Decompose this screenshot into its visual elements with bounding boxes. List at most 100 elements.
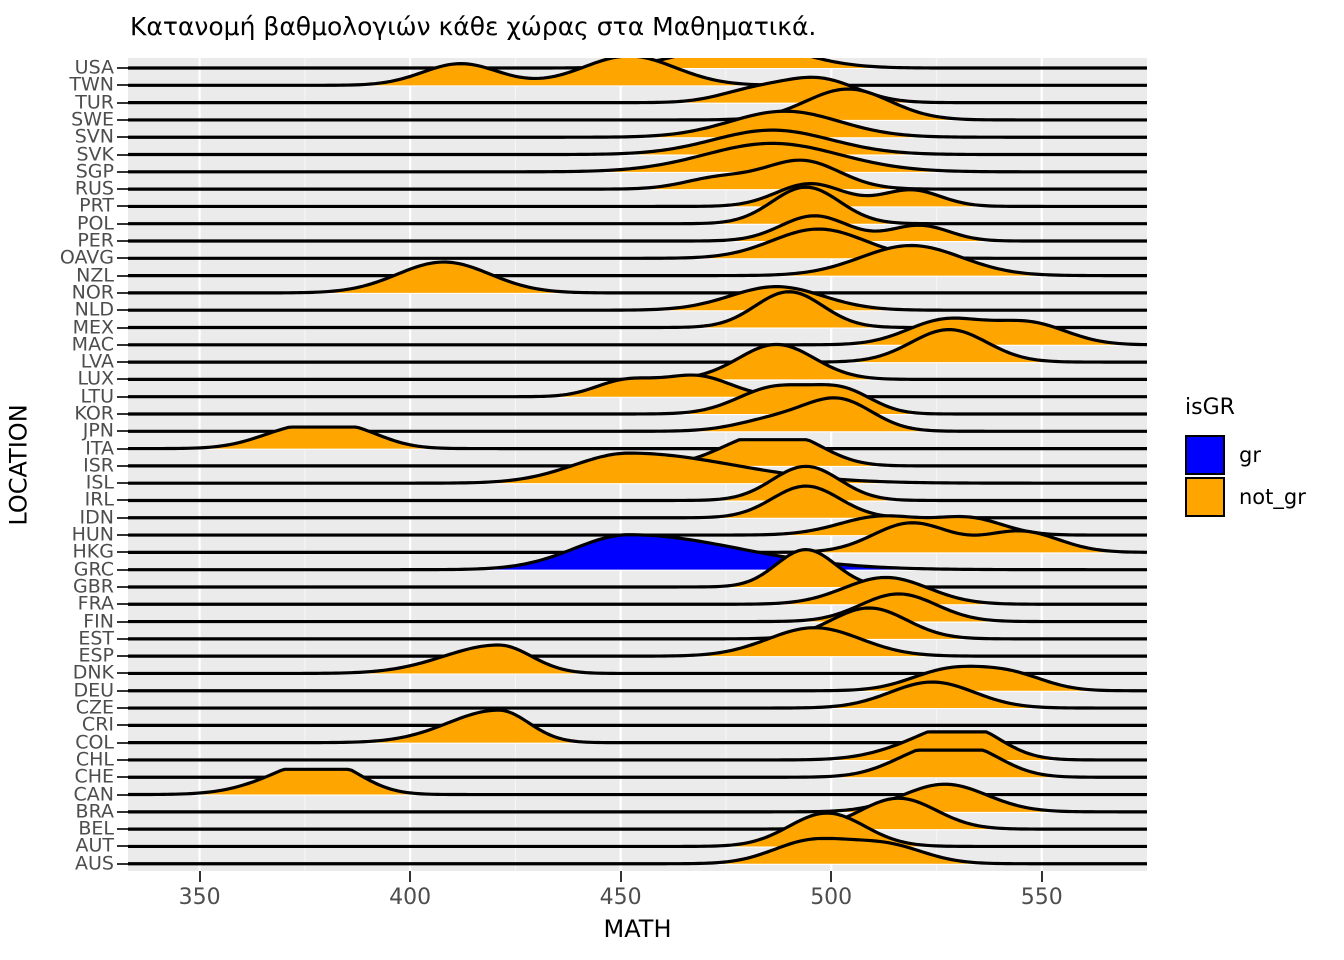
y-tick-mark xyxy=(117,810,128,813)
y-tick-label-est: EST xyxy=(78,627,114,650)
ridge-area-aus xyxy=(128,838,1147,864)
y-tick-label-col: COL xyxy=(75,731,114,754)
y-tick-mark xyxy=(117,205,128,208)
y-tick-label-chl: CHL xyxy=(75,748,114,771)
ridge-area-che xyxy=(128,750,1147,778)
ridge-line-twn xyxy=(128,58,1147,87)
y-tick-mark xyxy=(117,828,128,831)
y-tick-label-prt: PRT xyxy=(79,194,114,217)
y-tick-label-isl: ISL xyxy=(85,471,114,494)
ridge-line-fra xyxy=(128,575,1147,606)
y-tick-label-cri: CRI xyxy=(81,713,114,736)
y-tick-mark xyxy=(117,343,128,346)
ridge-area-cze xyxy=(128,682,1147,709)
y-tick-mark xyxy=(117,516,128,519)
ridge-area-bel xyxy=(128,798,1147,830)
y-tick-label-aut: AUT xyxy=(75,834,114,857)
ridge-line-bel xyxy=(128,796,1147,831)
y-tick-mark xyxy=(117,118,128,121)
ridge-line-cze xyxy=(128,680,1147,710)
ridge-line-ita xyxy=(128,425,1147,451)
ridge-area-ltu xyxy=(128,375,1147,397)
y-tick-label-deu: DEU xyxy=(73,679,114,702)
ridge-line-isl xyxy=(128,451,1147,485)
ridge-line-bra xyxy=(128,782,1147,814)
ridge-area-chl xyxy=(128,731,1147,760)
x-tick-mark xyxy=(619,871,622,882)
y-tick-mark xyxy=(117,361,128,364)
y-tick-mark xyxy=(117,620,128,623)
y-tick-mark xyxy=(117,707,128,710)
ridge-area-rus xyxy=(128,160,1147,190)
ridge-line-chl xyxy=(128,730,1147,762)
ridge-area-mac xyxy=(128,318,1147,345)
y-tick-mark xyxy=(117,672,128,675)
y-tick-label-nor: NOR xyxy=(71,281,114,304)
y-tick-label-oavg: OAVG xyxy=(59,246,114,269)
ridge-line-nzl xyxy=(128,243,1147,278)
page-title: Κατανομή βαθμολογιών κάθε χώρας στα Μαθη… xyxy=(130,12,817,41)
ridge-line-nor xyxy=(128,260,1147,295)
y-tick-mark xyxy=(117,412,128,415)
y-tick-mark xyxy=(117,499,128,502)
y-tick-label-jpn: JPN xyxy=(82,419,114,442)
legend-item-gr[interactable]: gr xyxy=(1185,434,1335,476)
y-tick-mark xyxy=(117,862,128,865)
y-tick-mark xyxy=(117,378,128,381)
y-tick-label-twn: TWN xyxy=(69,73,114,96)
ridge-line-swe xyxy=(128,87,1147,122)
y-tick-mark xyxy=(117,257,128,260)
y-tick-label-kor: KOR xyxy=(74,402,114,425)
ridge-line-est xyxy=(128,606,1147,641)
y-tick-mark xyxy=(117,845,128,848)
y-tick-label-hun: HUN xyxy=(71,523,114,546)
y-tick-label-usa: USA xyxy=(74,56,114,79)
y-tick-mark xyxy=(117,430,128,433)
ridge-line-kor xyxy=(128,383,1147,416)
y-tick-mark xyxy=(117,274,128,277)
ridge-area-nzl xyxy=(128,245,1147,276)
y-tick-label-esp: ESP xyxy=(78,644,114,667)
x-tick-label-550: 550 xyxy=(1020,885,1063,910)
legend-label-not-gr: not_gr xyxy=(1239,485,1306,509)
ridge-line-ltu xyxy=(128,373,1147,399)
y-tick-label-lva: LVA xyxy=(80,350,114,373)
y-tick-label-can: CAN xyxy=(73,783,114,806)
ridge-line-irl xyxy=(128,464,1147,503)
ridge-area-ita xyxy=(128,427,1147,449)
y-tick-label-lux: LUX xyxy=(77,367,114,390)
y-tick-mark xyxy=(117,326,128,329)
x-tick-label-350: 350 xyxy=(178,885,221,910)
y-tick-mark xyxy=(117,101,128,104)
y-tick-mark xyxy=(117,482,128,485)
ridge-area-isl xyxy=(128,453,1147,484)
x-tick-mark xyxy=(1040,871,1043,882)
ridge-line-rus xyxy=(128,158,1147,191)
y-tick-label-sgp: SGP xyxy=(75,160,114,183)
y-tick-mark xyxy=(117,170,128,173)
x-tick-label-500: 500 xyxy=(810,885,853,910)
y-tick-label-bra: BRA xyxy=(75,800,114,823)
y-tick-label-nld: NLD xyxy=(74,298,114,321)
y-tick-mark xyxy=(117,585,128,588)
ridgeline-canvas xyxy=(128,58,1147,871)
ridge-line-per xyxy=(128,214,1147,243)
y-tick-mark xyxy=(117,758,128,761)
y-tick-mark xyxy=(117,689,128,692)
legend-item-not-gr[interactable]: not_gr xyxy=(1185,476,1335,518)
y-tick-mark xyxy=(117,222,128,225)
x-tick-label-400: 400 xyxy=(389,885,432,910)
x-tick-label-450: 450 xyxy=(599,885,642,910)
y-tick-label-cze: CZE xyxy=(75,696,114,719)
y-tick-mark xyxy=(117,534,128,537)
legend-key-gr xyxy=(1185,435,1225,475)
ridge-line-fin xyxy=(128,592,1147,624)
ridge-line-sgp xyxy=(128,141,1147,174)
ridge-line-aus xyxy=(128,836,1147,866)
ridge-line-esp xyxy=(128,626,1147,658)
ridge-area-est xyxy=(128,607,1147,639)
y-tick-mark xyxy=(117,67,128,70)
y-tick-label-tur: TUR xyxy=(75,91,114,114)
ridge-area-oavg xyxy=(128,229,1147,259)
